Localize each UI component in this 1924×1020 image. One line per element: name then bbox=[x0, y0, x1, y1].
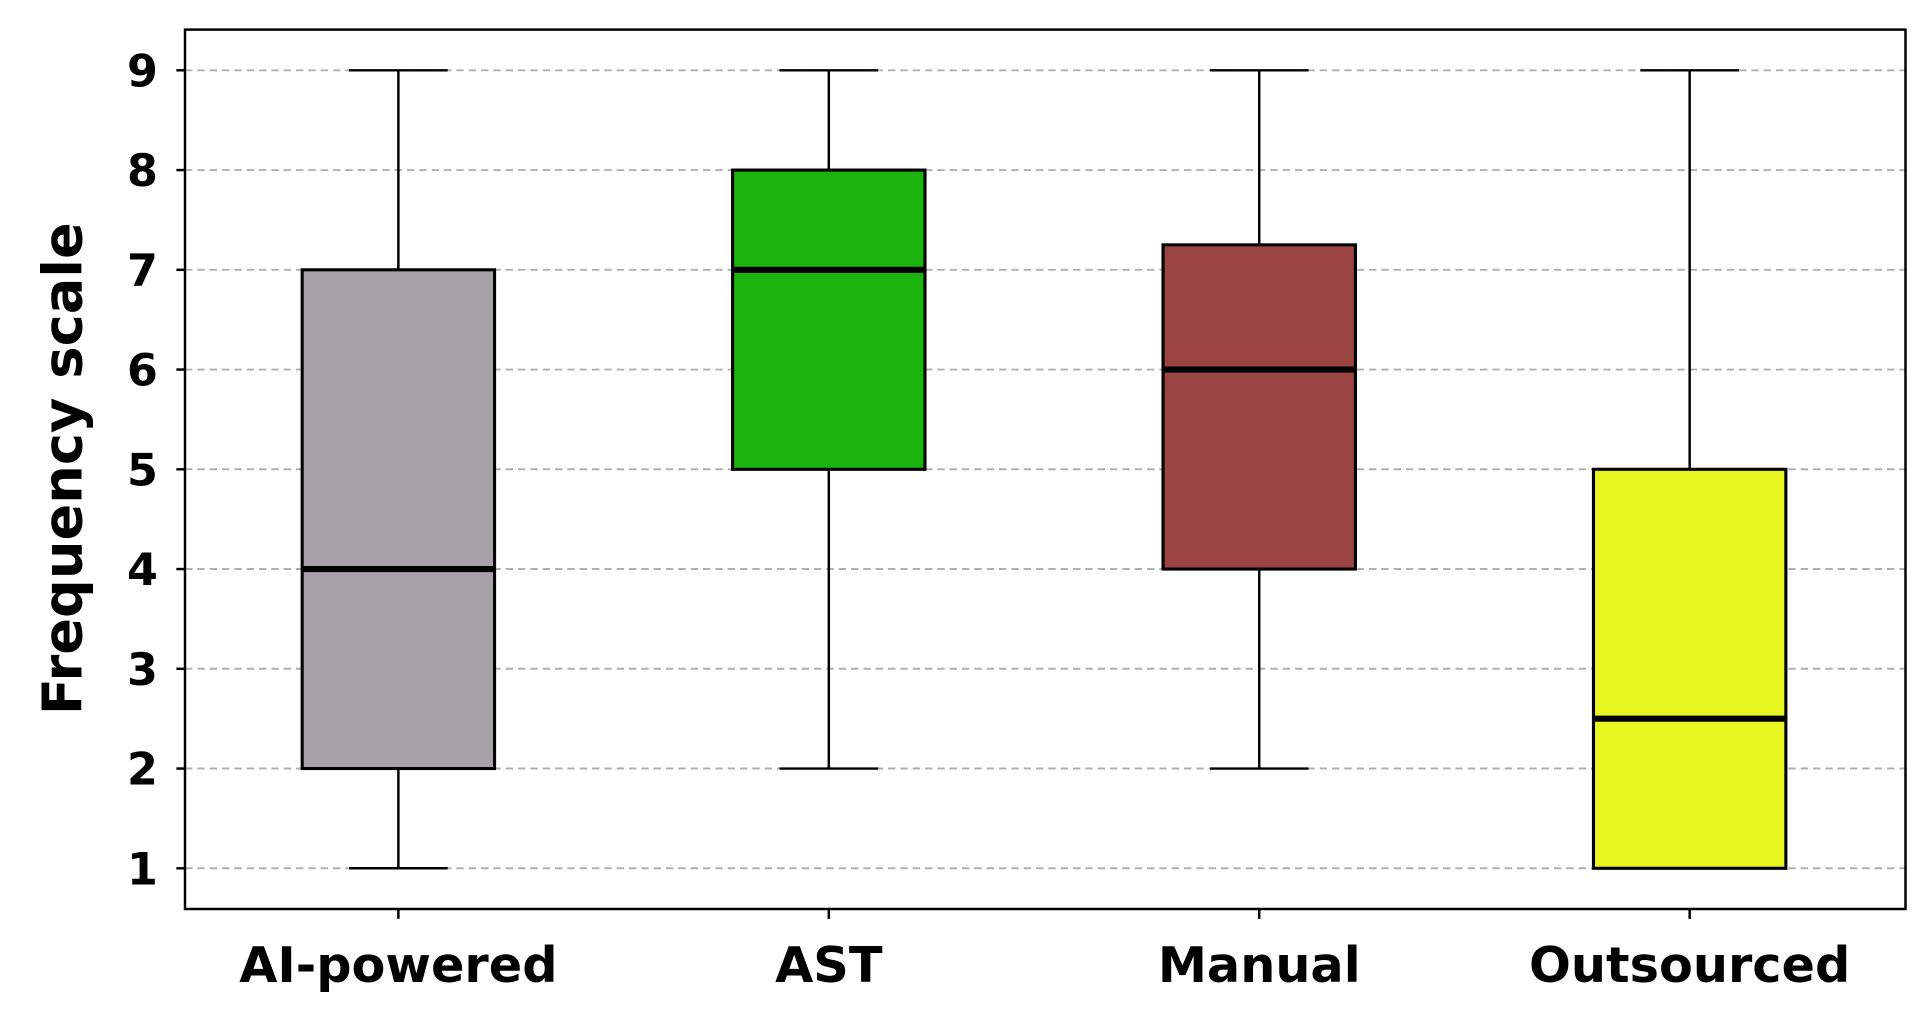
y-tick-label: 8 bbox=[127, 146, 158, 197]
iqr-box bbox=[300, 268, 497, 771]
box-ast bbox=[731, 69, 927, 770]
x-axis-ticks: AI-powered AST Manual Outsourced bbox=[239, 908, 1850, 994]
y-tick-label: 4 bbox=[127, 545, 158, 596]
y-tick-label: 1 bbox=[127, 844, 158, 895]
box-ai-powered bbox=[300, 69, 497, 870]
box-outsourced bbox=[1591, 69, 1788, 870]
y-tick-label: 3 bbox=[127, 645, 158, 696]
y-axis-label: Frequency scale bbox=[31, 222, 94, 715]
iqr-box bbox=[1161, 243, 1357, 571]
y-tick-label: 2 bbox=[127, 745, 158, 796]
iqr-box bbox=[731, 168, 927, 471]
y-tick-label: 5 bbox=[127, 445, 158, 496]
y-tick-label: 9 bbox=[127, 46, 158, 97]
y-axis-ticks: 1 2 3 4 5 6 7 8 9 bbox=[127, 46, 185, 895]
boxes bbox=[300, 69, 1788, 870]
x-tick-label: AI-powered bbox=[239, 936, 557, 994]
y-tick-label: 7 bbox=[127, 246, 158, 297]
iqr-box bbox=[1591, 467, 1788, 870]
x-tick-label: Outsourced bbox=[1529, 936, 1850, 994]
x-tick-label: AST bbox=[775, 936, 883, 994]
x-tick-label: Manual bbox=[1158, 936, 1361, 994]
box-manual bbox=[1161, 69, 1357, 770]
y-tick-label: 6 bbox=[127, 346, 158, 397]
